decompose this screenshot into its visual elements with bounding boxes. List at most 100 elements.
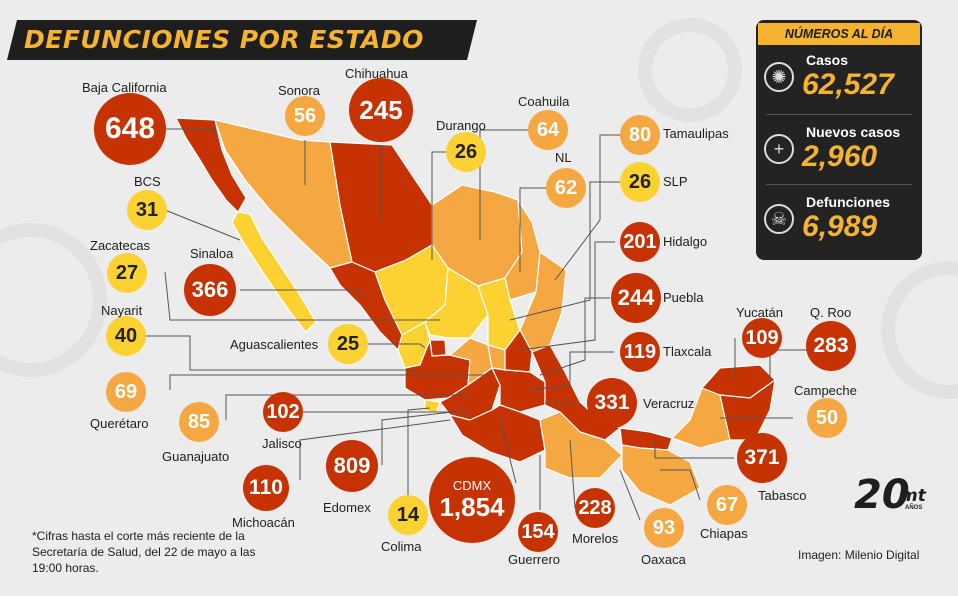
- panel-row-new-cases: + Nuevos casos 2,960: [756, 120, 922, 182]
- leader-line: [479, 129, 530, 240]
- leader-line: [164, 271, 440, 321]
- state-label: Coahuila: [518, 94, 570, 109]
- state-region: [504, 329, 533, 373]
- death-count: 31: [135, 198, 159, 221]
- death-count: 64: [536, 118, 560, 141]
- death-count: 283: [813, 334, 849, 357]
- death-count: 26: [628, 170, 652, 193]
- death-count: 26: [454, 140, 478, 163]
- state-label: Durango: [436, 118, 486, 133]
- state-label: Nayarit: [101, 303, 143, 318]
- leader-line: [240, 289, 361, 300]
- state-label: Puebla: [663, 290, 704, 305]
- page-title: DEFUNCIONES POR ESTADO: [24, 25, 424, 54]
- panel-row-deaths: ☠ Defunciones 6,989: [756, 190, 922, 252]
- leader-line: [654, 440, 734, 459]
- bubble-chiapas: 67: [707, 485, 747, 525]
- panel-value: 6,989: [802, 210, 878, 243]
- death-count: 80: [628, 123, 652, 146]
- state-label: Baja California: [82, 80, 167, 95]
- logo-sub: AÑOS: [905, 505, 923, 511]
- divider: [766, 114, 912, 115]
- state-region: [539, 411, 623, 479]
- state-region: [231, 211, 317, 333]
- leader-line: [509, 181, 622, 321]
- state-label: Tamaulipas: [663, 126, 729, 141]
- virus-icon: ✺: [764, 62, 794, 92]
- state-label: NL: [555, 150, 572, 165]
- bubble-zacatecas: 27: [107, 253, 147, 293]
- bubble-q-roo: 283: [806, 321, 856, 371]
- bubble-jalisco: 102: [263, 392, 303, 432]
- state-label: Tabasco: [758, 488, 807, 503]
- state-label: Sonora: [278, 83, 320, 98]
- skull-icon: ☠: [764, 204, 794, 234]
- state-label: Colima: [381, 539, 422, 554]
- death-count: 56: [293, 104, 317, 127]
- bubble-queretaro: 69: [106, 372, 146, 412]
- death-count: 50: [815, 406, 839, 429]
- leader-line: [225, 394, 470, 420]
- state-label: Q. Roo: [810, 305, 852, 320]
- bubble-cdmx: CDMX 1,854: [429, 457, 515, 543]
- panel-row-cases: ✺ Casos 62,527: [756, 48, 922, 110]
- leader-line: [407, 407, 431, 515]
- leader-line: [529, 351, 614, 391]
- state-label: Oaxaca: [641, 552, 686, 567]
- death-count: 648: [104, 112, 156, 145]
- death-count: 85: [187, 410, 211, 433]
- state-label: Chiapas: [700, 526, 748, 541]
- state-region: [504, 199, 541, 301]
- panel-value: 62,527: [802, 68, 894, 101]
- leader-line: [569, 439, 576, 509]
- bubble-sonora: 56: [285, 96, 325, 136]
- bubble-bcs: 31: [127, 190, 167, 230]
- panel-value: 2,960: [802, 140, 878, 173]
- leader-line: [166, 128, 216, 135]
- leader-line: [431, 151, 447, 260]
- leader-line: [381, 409, 471, 465]
- state-label: Edomex: [323, 500, 371, 515]
- bubble-sinaloa: 366: [184, 264, 236, 316]
- death-count: 201: [623, 230, 657, 253]
- state-label: Jalisco: [262, 436, 302, 451]
- state-label: BCS: [134, 174, 161, 189]
- death-count: 1,854: [439, 492, 505, 522]
- bubble-baja-california: 648: [94, 93, 166, 165]
- bubble-tabasco: 371: [737, 433, 787, 483]
- panel-header: NÚMEROS AL DÍA: [758, 23, 920, 45]
- leader-line: [499, 419, 517, 484]
- state-label: CDMX: [452, 478, 492, 493]
- death-count: 228: [578, 496, 612, 519]
- state-label: Guerrero: [508, 552, 561, 567]
- bubble-puebla: 244: [611, 273, 661, 323]
- bubble-yucatan: 109: [742, 318, 782, 358]
- bubble-colima: 14: [388, 495, 428, 535]
- death-count: 809: [333, 453, 371, 478]
- death-count: 14: [396, 503, 420, 526]
- death-count: 93: [652, 516, 676, 539]
- state-label: Zacatecas: [90, 238, 150, 253]
- bubble-hidalgo: 201: [620, 222, 660, 262]
- bubble-campeche: 50: [807, 398, 847, 438]
- state-label: SLP: [663, 174, 688, 189]
- bubble-coahuila: 64: [528, 110, 568, 150]
- death-count: 154: [521, 520, 555, 543]
- death-count: 371: [744, 446, 780, 469]
- bubble-tamaulipas: 80: [620, 115, 660, 155]
- leader-line: [299, 419, 451, 480]
- leader-line: [539, 297, 610, 376]
- state-label: Morelos: [572, 531, 619, 546]
- state-label: Campeche: [794, 383, 857, 398]
- leader-line: [164, 209, 241, 241]
- logo-number: 20: [854, 472, 910, 518]
- divider: [766, 184, 912, 185]
- plus-icon: +: [764, 134, 794, 164]
- death-count: 67: [715, 493, 739, 516]
- leader-line: [169, 374, 490, 390]
- death-count: 109: [745, 326, 779, 349]
- death-count: 69: [114, 380, 138, 403]
